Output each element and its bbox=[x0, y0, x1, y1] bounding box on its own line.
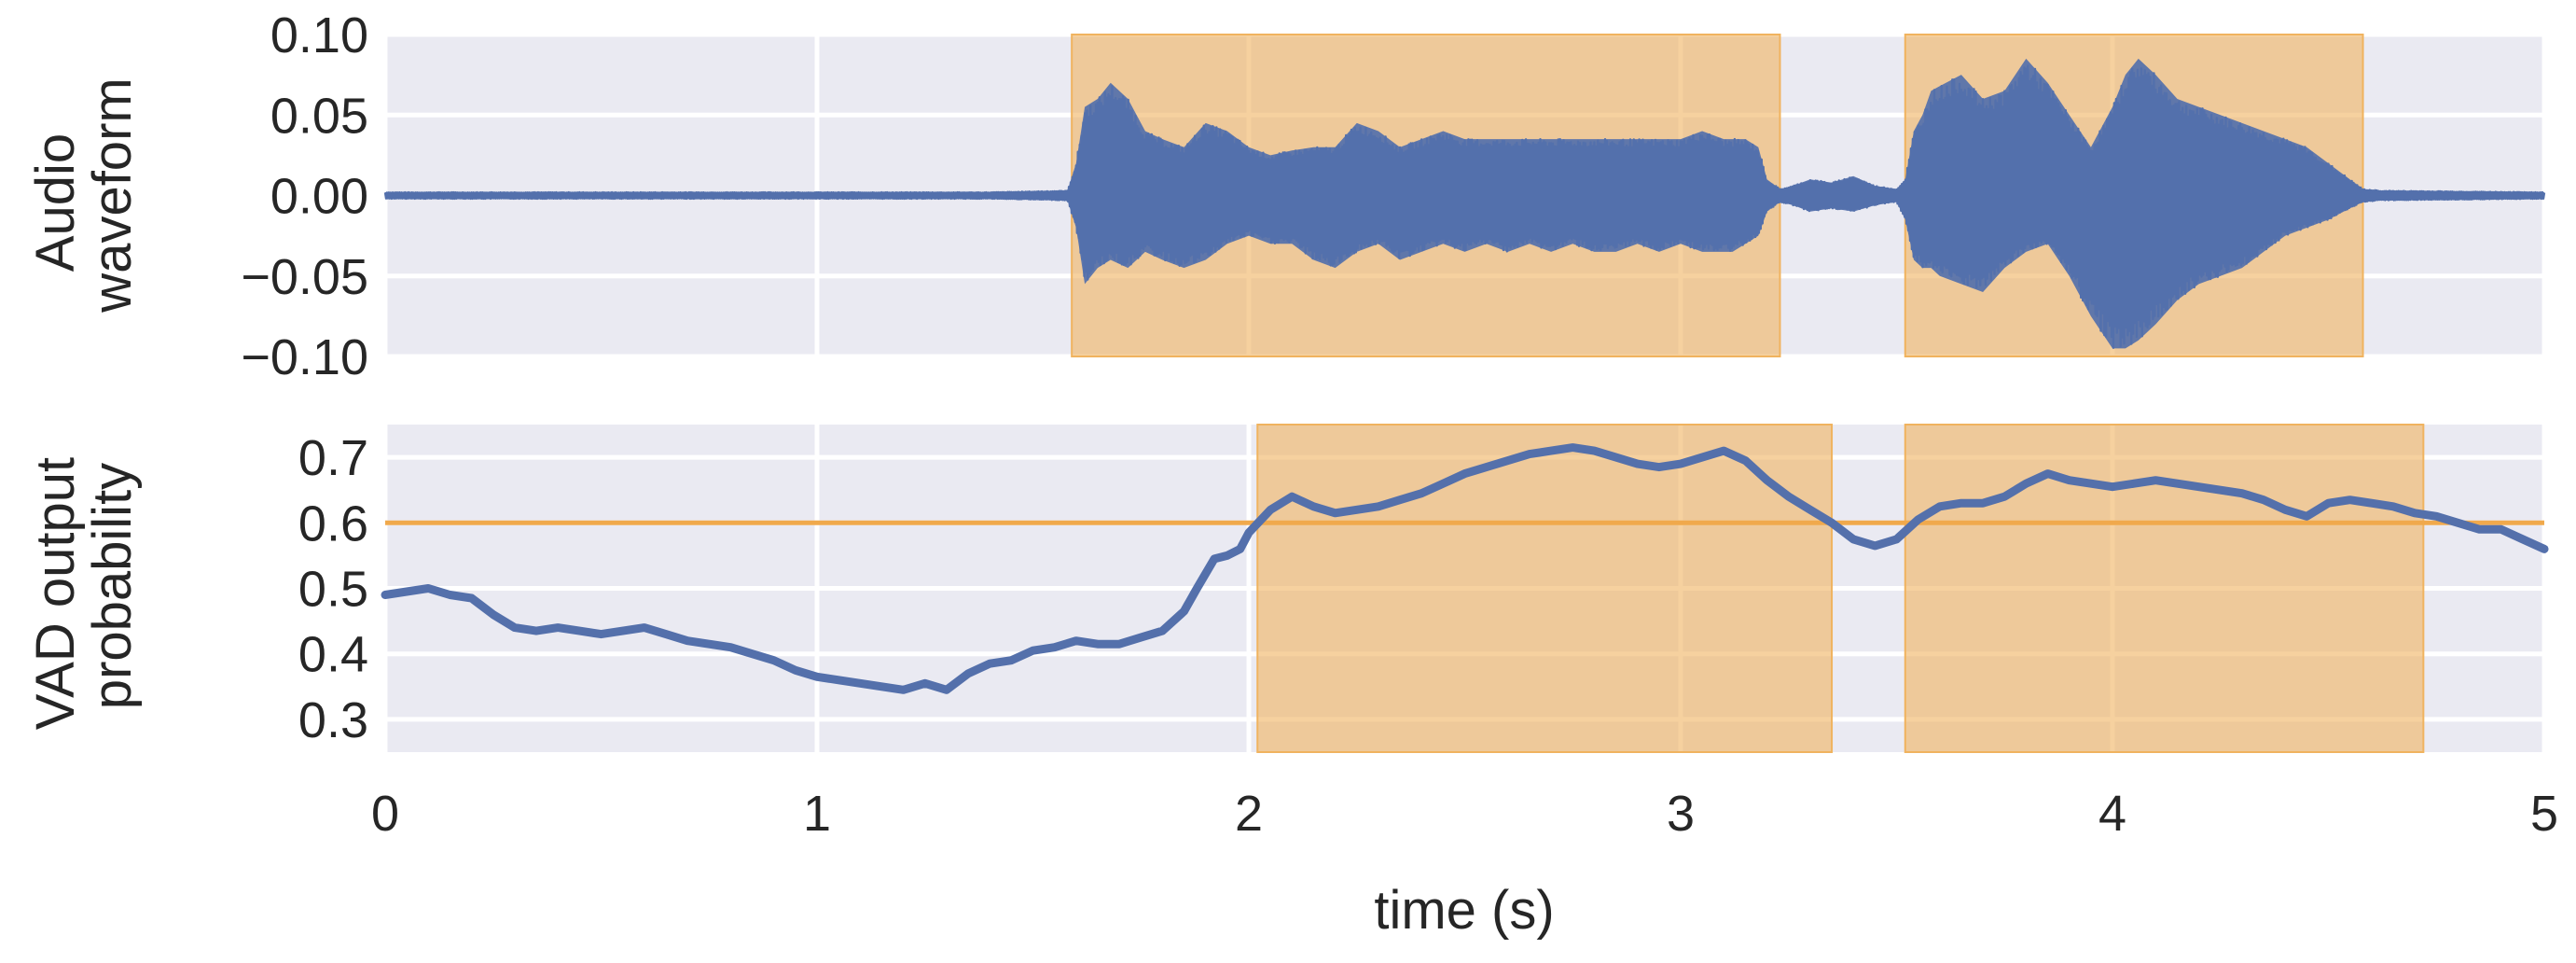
vad-y-tick-label: 0.3 bbox=[298, 692, 368, 748]
vad-speech-region-1 bbox=[1256, 424, 1834, 753]
waveform-y-tick-label: 0.05 bbox=[270, 88, 368, 144]
x-tick-label: 5 bbox=[2530, 786, 2558, 842]
vad-probability-line bbox=[381, 443, 2549, 694]
vad-y-tick-label: 0.5 bbox=[298, 562, 368, 618]
vad-y-tick-label: 0.7 bbox=[298, 430, 368, 486]
vad-y-tick-labels: 0.7 0.6 0.5 0.4 0.3 bbox=[298, 430, 368, 748]
waveform-y-tick-labels: 0.10 0.05 0.00 −0.05 −0.10 bbox=[241, 7, 368, 385]
x-tick-label: 2 bbox=[1235, 786, 1263, 842]
vad-y-tick-label: 0.6 bbox=[298, 495, 368, 551]
waveform-y-tick-label: 0.00 bbox=[270, 169, 368, 225]
vad-y-tick-label: 0.4 bbox=[298, 627, 368, 683]
x-tick-labels: 0 1 2 3 4 5 bbox=[371, 786, 2558, 842]
vad-speech-regions bbox=[1256, 424, 2425, 753]
waveform-y-axis-title-line-2: waveform bbox=[82, 77, 143, 313]
vad-speech-region-2 bbox=[1904, 424, 2425, 753]
vad-panel: 0.7 0.6 0.5 0.4 0.3 0 1 2 3 4 5 VAD output probab… bbox=[25, 424, 2558, 941]
x-tick-label: 3 bbox=[1667, 786, 1695, 842]
x-tick-label: 4 bbox=[2098, 786, 2126, 842]
waveform-y-tick-label: −0.05 bbox=[241, 249, 368, 305]
vad-y-axis-title: VAD output probability bbox=[25, 442, 143, 730]
vad-y-axis-title-line-2: probability bbox=[82, 463, 143, 709]
x-tick-label: 0 bbox=[371, 786, 399, 842]
waveform-panel: 0.10 0.05 0.00 −0.05 −0.10 Audio waveform bbox=[25, 7, 2547, 385]
vad-y-axis-title-line-1: VAD output bbox=[25, 457, 86, 730]
waveform-y-axis-title-line-1: Audio bbox=[25, 133, 86, 272]
x-tick-label: 1 bbox=[803, 786, 831, 842]
waveform-series bbox=[383, 58, 2546, 349]
waveform-y-tick-label: −0.10 bbox=[241, 329, 368, 385]
x-axis-title: time (s) bbox=[1374, 880, 1554, 941]
waveform-envelope bbox=[385, 58, 2544, 349]
waveform-y-tick-label: 0.10 bbox=[270, 7, 368, 63]
waveform-y-axis-title: Audio waveform bbox=[25, 77, 143, 313]
vad-series bbox=[381, 443, 2549, 694]
